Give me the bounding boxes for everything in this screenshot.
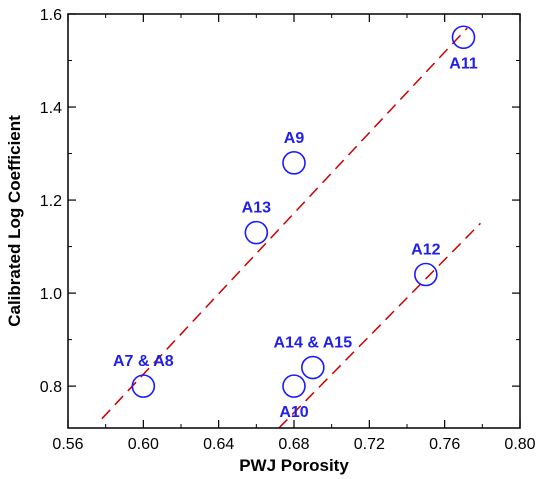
data-point-label: A7 & A8: [113, 353, 174, 370]
axes: 0.56 0.60 0.64 0.68 0.72 0.76 0.80 0.8 1.0 1.2 1.4…: [40, 7, 536, 453]
data-point-marker: [451, 25, 476, 50]
data-point-label: A10: [279, 404, 308, 421]
data-point-marker: [414, 262, 438, 287]
x-tick-label: 0.80: [504, 436, 535, 453]
data-points: [131, 25, 476, 398]
y-axis-title: Calibrated Log Coefficient: [5, 115, 24, 327]
trend-lines: [101, 27, 481, 429]
x-tick-label: 0.72: [354, 436, 385, 453]
x-tick-label: 0.76: [429, 436, 460, 453]
x-tick-label: 0.68: [278, 436, 309, 453]
data-point-marker: [131, 374, 156, 398]
x-tick-label: 0.56: [52, 436, 83, 453]
y-tick-label: 1.6: [40, 7, 62, 24]
y-tick-label: 0.8: [40, 379, 62, 396]
data-point-label: A12: [411, 241, 440, 258]
x-tick-label: 0.60: [128, 436, 159, 453]
data-point-label: A11: [449, 55, 478, 72]
y-tick-label: 1.0: [40, 286, 62, 303]
trend-line: [101, 27, 468, 420]
data-point-label: A14 & A15: [274, 335, 353, 352]
trend-line: [278, 222, 481, 429]
data-point-marker: [244, 220, 269, 245]
data-point-marker: [301, 355, 325, 380]
data-point-marker: [282, 151, 306, 175]
data-point-label: A9: [284, 130, 305, 147]
x-axis-title: PWJ Porosity: [239, 456, 349, 475]
data-point-label: A13: [242, 200, 271, 217]
y-tick-label: 1.2: [40, 193, 62, 210]
y-tick-label: 1.4: [40, 100, 62, 117]
data-point-marker: [282, 374, 306, 398]
x-tick-label: 0.64: [203, 436, 234, 453]
point-labels: A7 & A8 A13 A9 A11 A12 A14 & A15 A10: [113, 55, 478, 421]
